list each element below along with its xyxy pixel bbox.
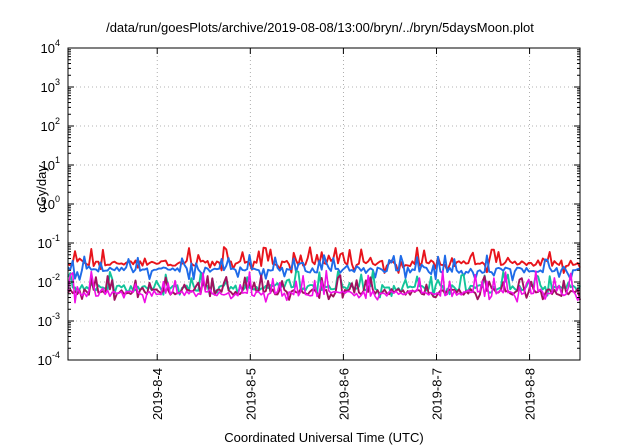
x-tick-label: 2019-8-5 — [243, 368, 258, 420]
y-tick-label: 10-1 — [38, 233, 60, 251]
y-tick-label: 10-2 — [38, 272, 60, 290]
y-tick-label: 104 — [41, 38, 60, 56]
x-axis-ticks: 2019-8-4 2019-8-5 2019-8-6 2019-8-7 2019-8-8 — [150, 48, 538, 420]
x-tick-label: 2019-8-7 — [429, 368, 444, 420]
x-tick-label: 2019-8-4 — [150, 368, 165, 420]
series-line — [67, 269, 581, 304]
chart-title: /data/run/goesPlots/archive/2019-08-08/1… — [106, 20, 534, 35]
x-axis-label: Coordinated Universal Time (UTC) — [224, 430, 424, 445]
grid-lines — [68, 48, 580, 360]
y-axis-label: cGy/day — [34, 165, 49, 213]
x-tick-label: 2019-8-6 — [336, 368, 351, 420]
series-lines — [67, 246, 581, 304]
y-tick-label: 103 — [41, 77, 60, 95]
y-tick-label: 10-4 — [38, 350, 60, 368]
y-tick-label: 102 — [41, 116, 60, 134]
y-tick-label: 10-3 — [38, 311, 60, 329]
series-line — [67, 253, 581, 282]
series-line — [67, 246, 581, 274]
x-tick-label: 2019-8-8 — [523, 368, 538, 420]
